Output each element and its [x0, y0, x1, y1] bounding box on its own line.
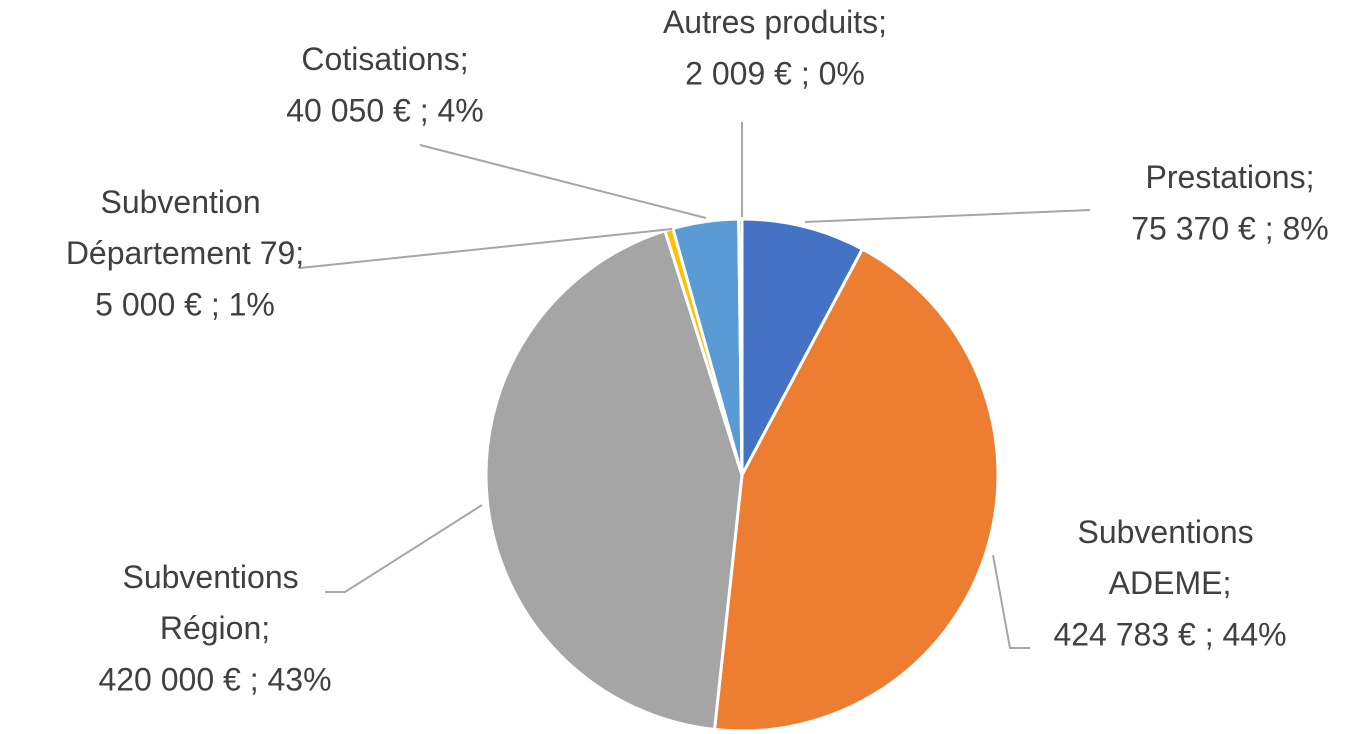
- category-label: Cotisations;: [301, 41, 468, 77]
- leader-line: [419, 144, 707, 219]
- pie-slice: [740, 217, 865, 476]
- category-label: Subventions Région;: [122, 559, 307, 646]
- value-label: 420 000 € ; 43%: [98, 661, 331, 697]
- value-label: 75 370 € ; 8%: [1131, 210, 1328, 246]
- leader-line: [992, 554, 1030, 649]
- leader-line: [299, 228, 673, 269]
- value-label: 40 050 € ; 4%: [286, 92, 483, 128]
- leader-line: [325, 504, 483, 593]
- category-label: Subventions ADEME;: [1077, 514, 1262, 601]
- value-label: 424 783 € ; 44%: [1053, 616, 1286, 652]
- pie-slice: [712, 247, 1000, 733]
- pie-slice: [484, 228, 744, 732]
- category-label: Autres produits;: [663, 4, 887, 40]
- value-label: 5 000 € ; 1%: [95, 286, 275, 322]
- value-label: 2 009 € ; 0%: [685, 55, 865, 91]
- category-label: Prestations;: [1146, 159, 1315, 195]
- leader-line: [804, 209, 1091, 223]
- category-label: Subvention Département 79;: [66, 184, 304, 271]
- pie-slice: [737, 217, 744, 476]
